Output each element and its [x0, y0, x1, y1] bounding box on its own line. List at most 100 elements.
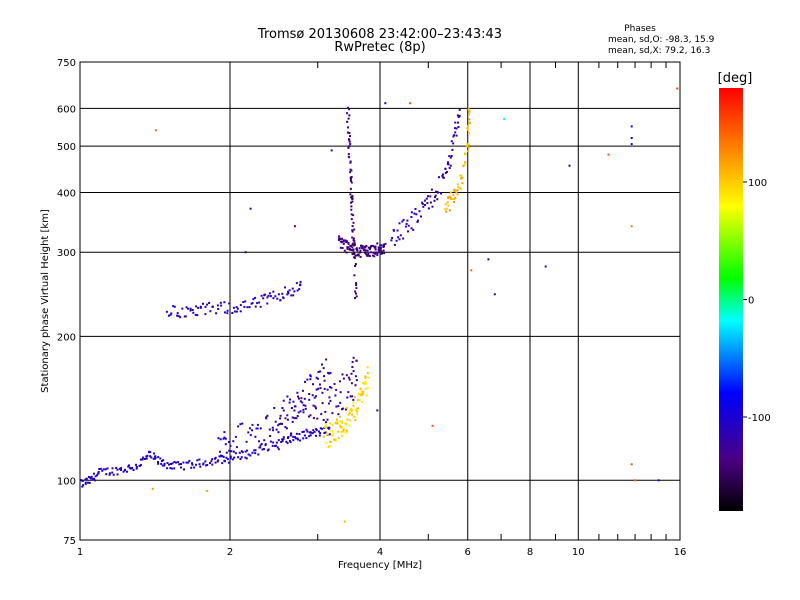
data-point	[341, 247, 344, 249]
data-point	[277, 424, 280, 427]
data-point	[163, 462, 166, 465]
data-point	[351, 236, 354, 239]
data-point	[248, 306, 251, 309]
data-point	[438, 176, 440, 179]
data-point	[97, 470, 100, 473]
data-point	[315, 395, 317, 398]
data-point	[334, 438, 337, 441]
data-point	[284, 286, 286, 289]
data-point	[108, 473, 111, 476]
data-point	[279, 414, 282, 417]
data-point	[409, 102, 412, 105]
data-point	[271, 426, 274, 429]
data-point	[304, 404, 307, 407]
data-point	[352, 242, 355, 245]
data-point	[84, 481, 87, 484]
data-point	[423, 199, 426, 202]
data-point	[328, 402, 330, 405]
data-point	[420, 215, 422, 218]
data-point	[461, 182, 464, 185]
data-point	[466, 128, 469, 131]
data-point	[157, 456, 160, 459]
data-point	[138, 464, 141, 467]
data-point	[228, 441, 230, 443]
data-point	[436, 191, 439, 194]
data-point	[272, 290, 275, 293]
data-point	[349, 143, 352, 145]
data-point	[238, 451, 241, 454]
data-point	[301, 401, 304, 404]
data-point	[354, 263, 357, 266]
data-point	[339, 426, 342, 429]
data-point	[449, 195, 452, 198]
data-point	[222, 437, 225, 440]
data-point	[205, 464, 208, 467]
stats-o-mode: mean, sd,O: -98.3, 15.9	[608, 35, 715, 45]
data-point	[365, 394, 368, 397]
data-point	[291, 416, 294, 419]
data-point	[232, 306, 235, 309]
data-point	[236, 307, 239, 310]
data-point	[290, 294, 293, 297]
data-point	[145, 455, 148, 458]
data-point	[122, 470, 125, 473]
x-tick-label: 4	[377, 547, 383, 558]
data-point	[224, 311, 226, 314]
data-point	[288, 289, 291, 292]
data-point	[266, 296, 269, 299]
data-point	[286, 442, 289, 445]
data-point	[196, 314, 199, 317]
data-point	[282, 297, 285, 300]
data-point	[342, 240, 345, 243]
data-point	[319, 432, 322, 435]
x-tick-label: 10	[572, 547, 585, 558]
colorbar-tick-label: -100	[748, 413, 771, 424]
data-point	[456, 189, 459, 192]
data-point	[302, 404, 305, 407]
data-point	[353, 243, 356, 246]
data-point	[380, 250, 383, 253]
data-point	[342, 428, 345, 431]
data-point	[251, 423, 254, 426]
data-point	[351, 409, 354, 412]
data-point	[264, 443, 267, 446]
data-point	[312, 404, 315, 407]
data-point	[192, 311, 195, 314]
data-point	[328, 445, 331, 448]
data-point	[345, 251, 348, 254]
data-point	[328, 396, 331, 399]
data-point	[296, 437, 299, 440]
data-point	[361, 401, 364, 403]
data-point	[206, 489, 209, 492]
data-point	[315, 428, 318, 431]
data-point	[261, 448, 264, 451]
data-point	[335, 388, 338, 391]
data-point	[350, 372, 353, 375]
data-point	[354, 290, 357, 293]
data-point	[337, 430, 340, 433]
x-tick-label: 6	[465, 547, 471, 558]
data-point	[454, 188, 457, 191]
data-point	[468, 132, 471, 135]
data-point	[277, 439, 280, 442]
colorbar-ticks: 100 0 -100	[743, 178, 771, 424]
data-point	[464, 162, 467, 165]
data-point	[244, 300, 247, 303]
data-point	[381, 252, 383, 255]
data-point	[217, 437, 220, 440]
data-point	[413, 212, 416, 215]
data-point	[410, 227, 413, 230]
data-point	[301, 431, 304, 433]
data-point	[350, 205, 353, 208]
data-point	[116, 473, 119, 476]
data-point	[239, 458, 242, 460]
data-point	[366, 249, 369, 252]
data-point	[340, 422, 343, 425]
data-point	[154, 455, 157, 458]
y-tick-label: 200	[57, 332, 76, 343]
data-point	[341, 426, 344, 429]
data-point	[152, 457, 155, 460]
data-point	[360, 244, 362, 247]
data-point	[98, 468, 101, 470]
data-point	[351, 366, 354, 368]
